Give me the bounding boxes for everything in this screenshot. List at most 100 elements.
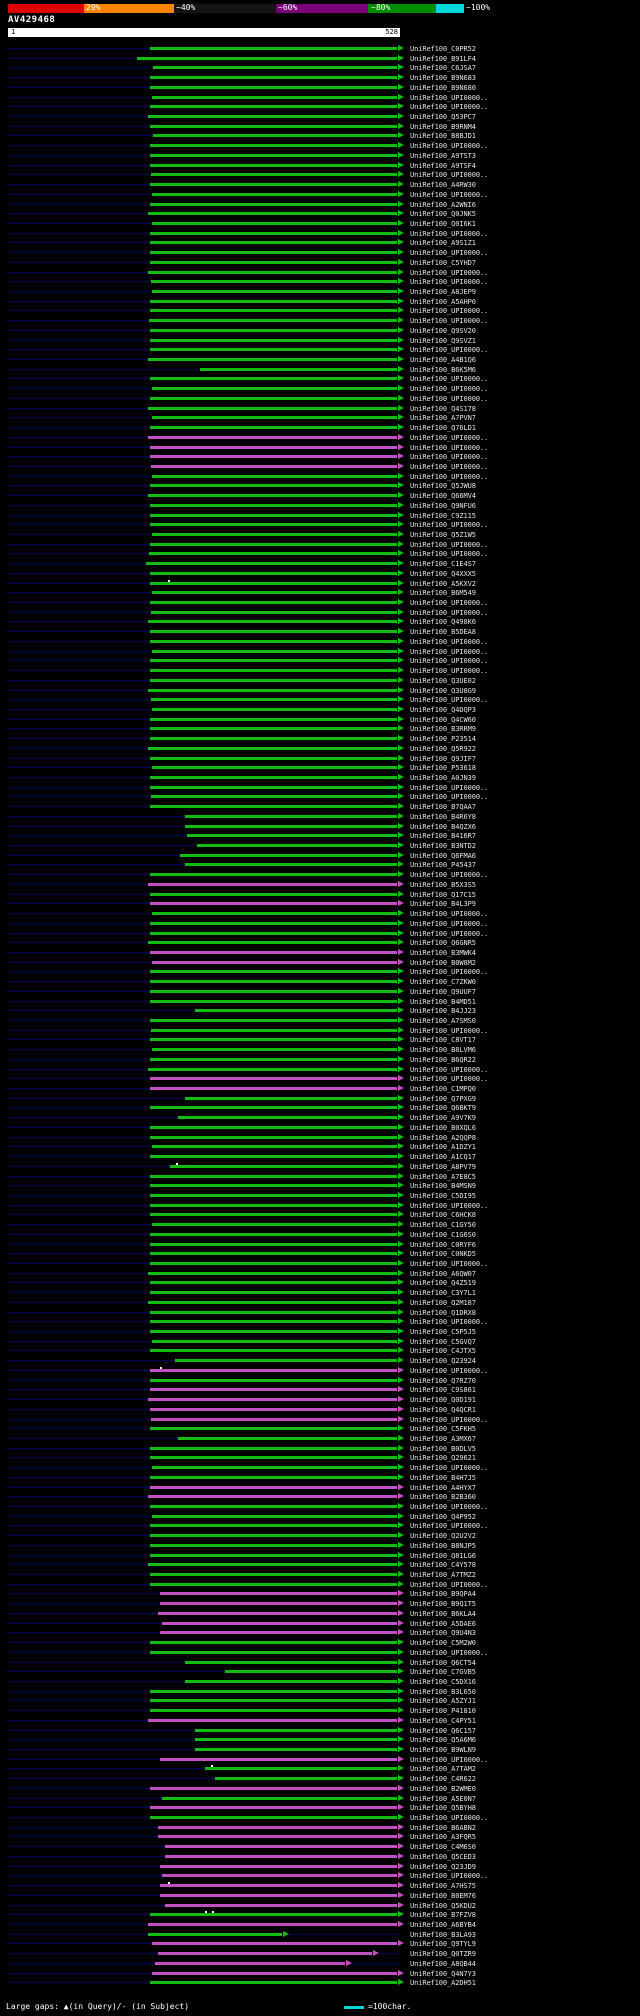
hit-label[interactable]: UniRef100_P41810 [410, 1707, 476, 1716]
hit-label[interactable]: UniRef100_Q1DRX8 [410, 1308, 476, 1317]
hit-label[interactable]: UniRef100_C4R622 [410, 1775, 476, 1784]
alignment-bar[interactable] [150, 727, 397, 731]
alignment-bar[interactable] [150, 1155, 397, 1159]
alignment-bar[interactable] [153, 134, 397, 138]
alignment-bar[interactable] [165, 1854, 397, 1858]
alignment-bar[interactable] [205, 1767, 397, 1771]
alignment-bar[interactable] [151, 173, 397, 177]
hit-label[interactable]: UniRef100_Q2U2V2 [410, 1532, 476, 1541]
hit-label[interactable]: UniRef100_Q66MV4 [410, 492, 476, 501]
hit-label[interactable]: UniRef100_B7QAA7 [410, 803, 476, 812]
alignment-bar[interactable] [150, 921, 397, 925]
alignment-bar[interactable] [150, 659, 397, 663]
hit-label[interactable]: UniRef100_UPI0000.. [410, 929, 489, 938]
hit-label[interactable]: UniRef100_A9TST3 [410, 151, 476, 160]
hit-label[interactable]: UniRef100_B3MWK4 [410, 948, 476, 957]
alignment-bar[interactable] [150, 328, 397, 332]
alignment-bar[interactable] [150, 523, 397, 527]
hit-label[interactable]: UniRef100_UPI0000.. [410, 1464, 489, 1473]
alignment-bar[interactable] [148, 1563, 397, 1567]
alignment-bar[interactable] [149, 552, 397, 556]
hit-label[interactable]: UniRef100_UPI0000.. [410, 453, 489, 462]
hit-label[interactable]: UniRef100_C5DI95 [410, 1191, 476, 1200]
alignment-bar[interactable] [185, 1660, 397, 1664]
alignment-bar[interactable] [160, 1893, 397, 1897]
alignment-bar[interactable] [152, 416, 397, 420]
hit-label[interactable]: UniRef100_UPI0000.. [410, 443, 489, 452]
hit-label[interactable]: UniRef100_A8QB44 [410, 1959, 476, 1968]
hit-label[interactable]: UniRef100_B0W8M2 [410, 958, 476, 967]
alignment-bar[interactable] [150, 124, 397, 128]
alignment-bar[interactable] [150, 1087, 397, 1091]
alignment-bar[interactable] [185, 824, 397, 828]
hit-label[interactable]: UniRef100_B6K5M6 [410, 365, 476, 374]
alignment-bar[interactable] [150, 785, 397, 789]
alignment-bar[interactable] [150, 348, 397, 352]
hit-label[interactable]: UniRef100_A1DZY1 [410, 1143, 476, 1152]
hit-label[interactable]: UniRef100_Q3U8G9 [410, 686, 476, 695]
alignment-bar[interactable] [152, 766, 397, 770]
alignment-bar[interactable] [150, 1524, 397, 1528]
alignment-bar[interactable] [150, 183, 397, 187]
alignment-bar[interactable] [195, 1728, 397, 1732]
hit-label[interactable]: UniRef100_C1E4S7 [410, 560, 476, 569]
hit-label[interactable]: UniRef100_UPI0000.. [410, 1201, 489, 1210]
hit-label[interactable]: UniRef100_B0EM76 [410, 1891, 476, 1900]
alignment-bar[interactable] [160, 1884, 397, 1888]
hit-label[interactable]: UniRef100_UPI0000.. [410, 375, 489, 384]
hit-label[interactable]: UniRef100_Q9NFU6 [410, 501, 476, 510]
alignment-bar[interactable] [152, 707, 397, 711]
hit-label[interactable]: UniRef100_UPI0000.. [410, 521, 489, 530]
alignment-bar[interactable] [165, 1903, 397, 1907]
hit-label[interactable]: UniRef100_A2QQP8 [410, 1133, 476, 1142]
hit-label[interactable]: UniRef100_C7GVB5 [410, 1668, 476, 1677]
hit-label[interactable]: UniRef100_B9Q1T5 [410, 1600, 476, 1609]
hit-label[interactable]: UniRef100_Q4CW60 [410, 715, 476, 724]
hit-label[interactable]: UniRef100_P23514 [410, 735, 476, 744]
hit-label[interactable]: UniRef100_UPI0000.. [410, 229, 489, 238]
hit-label[interactable]: UniRef100_UPI0000.. [410, 307, 489, 316]
alignment-bar[interactable] [150, 1310, 397, 1314]
alignment-bar[interactable] [150, 396, 397, 400]
alignment-bar[interactable] [148, 1718, 397, 1722]
alignment-bar[interactable] [150, 1291, 397, 1295]
hit-label[interactable]: UniRef100_UPI0000.. [410, 1318, 489, 1327]
alignment-bar[interactable] [150, 1184, 397, 1188]
alignment-bar[interactable] [195, 1009, 397, 1013]
alignment-bar[interactable] [150, 581, 397, 585]
alignment-bar[interactable] [150, 1193, 397, 1197]
alignment-bar[interactable] [150, 1330, 397, 1334]
alignment-bar[interactable] [148, 620, 397, 624]
alignment-bar[interactable] [151, 464, 397, 468]
alignment-bar[interactable] [148, 1067, 397, 1071]
hit-label[interactable]: UniRef100_A7E8C5 [410, 1172, 476, 1181]
hit-label[interactable]: UniRef100_Q3UE02 [410, 676, 476, 685]
alignment-bar[interactable] [150, 639, 397, 643]
hit-label[interactable]: UniRef100_A3MX67 [410, 1434, 476, 1443]
hit-label[interactable]: UniRef100_C6HCK8 [410, 1211, 476, 1220]
alignment-bar[interactable] [150, 1174, 397, 1178]
alignment-bar[interactable] [158, 1952, 372, 1956]
alignment-bar[interactable] [150, 153, 397, 157]
hit-label[interactable]: UniRef100_UPI0000.. [410, 268, 489, 277]
hit-label[interactable]: UniRef100_Q4S178 [410, 404, 476, 413]
hit-label[interactable]: UniRef100_B4JJ23 [410, 1007, 476, 1016]
alignment-bar[interactable] [152, 221, 397, 225]
hit-label[interactable]: UniRef100_B8BJD1 [410, 132, 476, 141]
alignment-bar[interactable] [150, 1106, 397, 1110]
alignment-bar[interactable] [148, 1398, 397, 1402]
alignment-bar[interactable] [150, 678, 397, 682]
hit-label[interactable]: UniRef100_B3L650 [410, 1687, 476, 1696]
alignment-bar[interactable] [152, 960, 397, 964]
alignment-bar[interactable] [150, 1981, 397, 1985]
alignment-bar[interactable] [152, 1942, 397, 1946]
hit-label[interactable]: UniRef100_UPI0000.. [410, 871, 489, 880]
alignment-bar[interactable] [150, 873, 397, 877]
alignment-bar[interactable] [185, 1679, 397, 1683]
alignment-bar[interactable] [150, 144, 397, 148]
alignment-bar[interactable] [150, 503, 397, 507]
alignment-bar[interactable] [150, 426, 397, 430]
hit-label[interactable]: UniRef100_Q5BYH8 [410, 1804, 476, 1813]
alignment-bar[interactable] [160, 1602, 397, 1606]
alignment-bar[interactable] [152, 95, 397, 99]
